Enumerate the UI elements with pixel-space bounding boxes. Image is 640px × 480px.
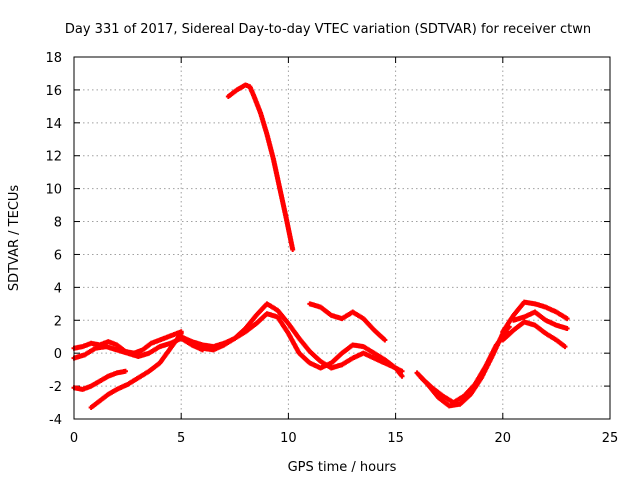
y-tick-label: 6 (54, 248, 62, 263)
grid (74, 57, 610, 419)
x-tick-label: 10 (280, 431, 297, 446)
y-tick-label: -4 (49, 413, 62, 428)
axis-ticks: 0 5 10 15 20 25 -4 -2 0 2 4 6 8 10 12 14 16 18 (45, 51, 618, 446)
x-tick-label: 0 (70, 431, 78, 446)
plot-frame (73, 56, 611, 420)
x-tick-label: 15 (387, 431, 404, 446)
data-point (290, 247, 296, 253)
y-tick-label: 16 (45, 84, 62, 99)
series-arc-6 (189, 311, 405, 379)
y-tick-label: 2 (54, 314, 62, 329)
data-points (71, 82, 570, 410)
data-point (564, 326, 570, 331)
y-tick-label: 8 (54, 216, 62, 231)
series-arc-11 (500, 299, 570, 335)
x-axis-label: GPS time / hours (288, 460, 397, 475)
series-arc-3 (71, 368, 128, 392)
x-tick-label: 25 (602, 431, 619, 446)
data-point (399, 373, 405, 379)
x-tick-label: 5 (177, 431, 185, 446)
series-arc-12 (511, 309, 570, 331)
y-tick-label: 0 (54, 347, 62, 362)
series-arc-8 (307, 301, 388, 343)
y-tick-label: 12 (45, 150, 62, 165)
chart-title: Day 331 of 2017, Sidereal Day-to-day VTE… (65, 22, 591, 37)
series-arc-4 (88, 330, 184, 410)
data-point (562, 344, 568, 350)
series-arc-13 (500, 319, 568, 350)
series-arc-7 (225, 82, 296, 253)
y-tick-label: -2 (49, 380, 62, 395)
x-tick-label: 20 (495, 431, 512, 446)
series-arc-10 (418, 329, 510, 406)
y-tick-label: 4 (54, 281, 62, 296)
data-point (564, 316, 570, 322)
y-tick-label: 10 (45, 183, 62, 198)
data-point (122, 368, 128, 374)
y-tick-label: 18 (45, 51, 62, 66)
data-point (382, 337, 388, 343)
y-axis-label: SDTVAR / TECUs (7, 185, 22, 292)
y-tick-label: 14 (45, 117, 62, 132)
